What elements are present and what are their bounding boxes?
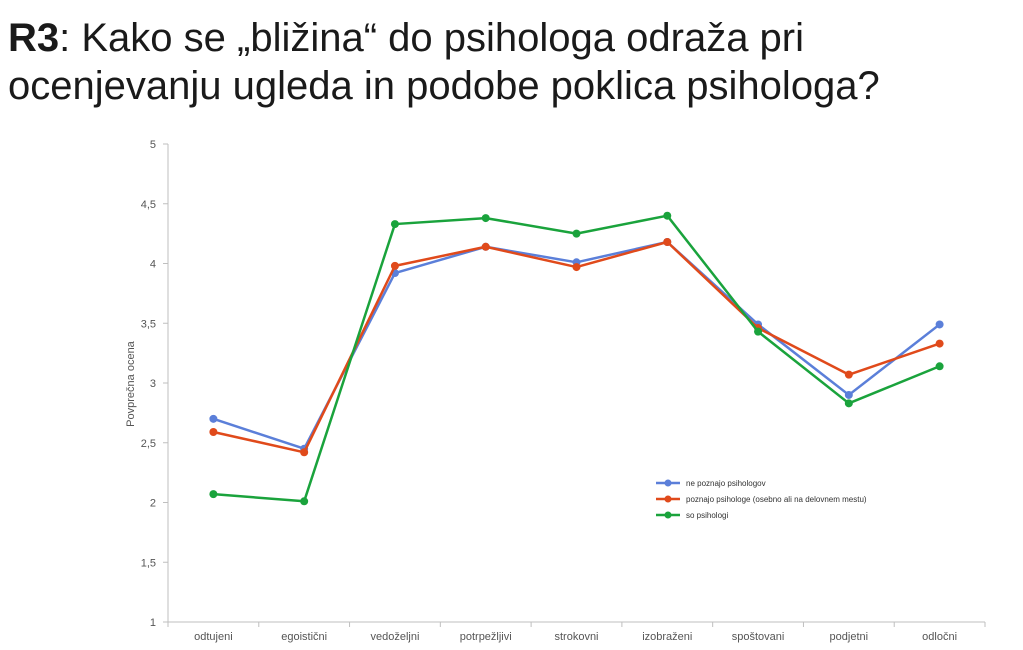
- data-point: [844, 390, 853, 399]
- series-group: [209, 211, 944, 506]
- y-axis-title: Povprečna ocena: [125, 340, 137, 426]
- legend-marker: [664, 479, 672, 487]
- title-label: R3: [8, 16, 60, 60]
- data-point: [390, 220, 399, 229]
- y-tick-label: 1: [150, 617, 156, 629]
- data-point: [663, 237, 672, 246]
- series-line: [213, 240, 941, 454]
- data-point: [844, 399, 853, 408]
- data-point: [754, 327, 763, 336]
- data-point: [209, 414, 218, 423]
- data-point: [300, 497, 309, 506]
- y-tick-label: 3,5: [141, 318, 156, 330]
- data-point: [300, 448, 309, 457]
- x-tick-label: izobraženi: [642, 631, 692, 643]
- title-text: : Kako se „bližina“ do psihologa odraža …: [8, 16, 880, 108]
- y-axis: 1 1,5 2 2,5 3 3,5 4 4,5 5: [141, 139, 169, 629]
- data-point: [209, 490, 218, 499]
- legend-label: so psihologi: [686, 511, 728, 520]
- y-tick-label: 4,5: [141, 199, 156, 211]
- data-point: [390, 261, 399, 270]
- legend-marker: [664, 511, 672, 519]
- series-3: [209, 211, 944, 506]
- x-tick-label: egoistični: [281, 631, 327, 643]
- x-tick-label: odtujeni: [194, 631, 233, 643]
- x-tick-label: potrpežljivi: [460, 631, 512, 643]
- y-tick-label: 1,5: [141, 557, 156, 569]
- x-tick-label: strokovni: [554, 631, 598, 643]
- data-point: [572, 229, 581, 238]
- y-tick-label: 5: [150, 139, 156, 151]
- x-tick-label: podjetni: [830, 631, 869, 643]
- series-2: [209, 237, 944, 457]
- data-point: [935, 339, 944, 348]
- x-tick-label: vedoželjni: [370, 631, 419, 643]
- legend-marker: [664, 495, 672, 503]
- data-point: [481, 214, 490, 223]
- legend-label: poznajo psihologe (osebno ali na delovne…: [686, 495, 867, 504]
- y-tick-label: 4: [150, 259, 156, 271]
- legend: ne poznajo psihologov poznajo psihologe (…: [656, 479, 867, 520]
- data-point: [935, 362, 944, 371]
- data-point: [481, 242, 490, 251]
- data-point: [663, 211, 672, 220]
- x-axis: odtujeni egoistični vedoželjni potrpežljivi…: [167, 621, 986, 643]
- y-tick-label: 3: [150, 378, 156, 390]
- data-point: [572, 263, 581, 272]
- legend-label: ne poznajo psihologov: [686, 479, 766, 488]
- x-tick-label: spoštovani: [732, 631, 785, 643]
- data-point: [209, 427, 218, 436]
- y-tick-label: 2: [150, 498, 156, 510]
- y-tick-label: 2,5: [141, 438, 156, 450]
- x-tick-label: odločni: [922, 631, 957, 643]
- slide-title: R3: Kako se „bližina“ do psihologa odraž…: [8, 14, 1018, 110]
- data-point: [935, 320, 944, 329]
- data-point: [844, 370, 853, 379]
